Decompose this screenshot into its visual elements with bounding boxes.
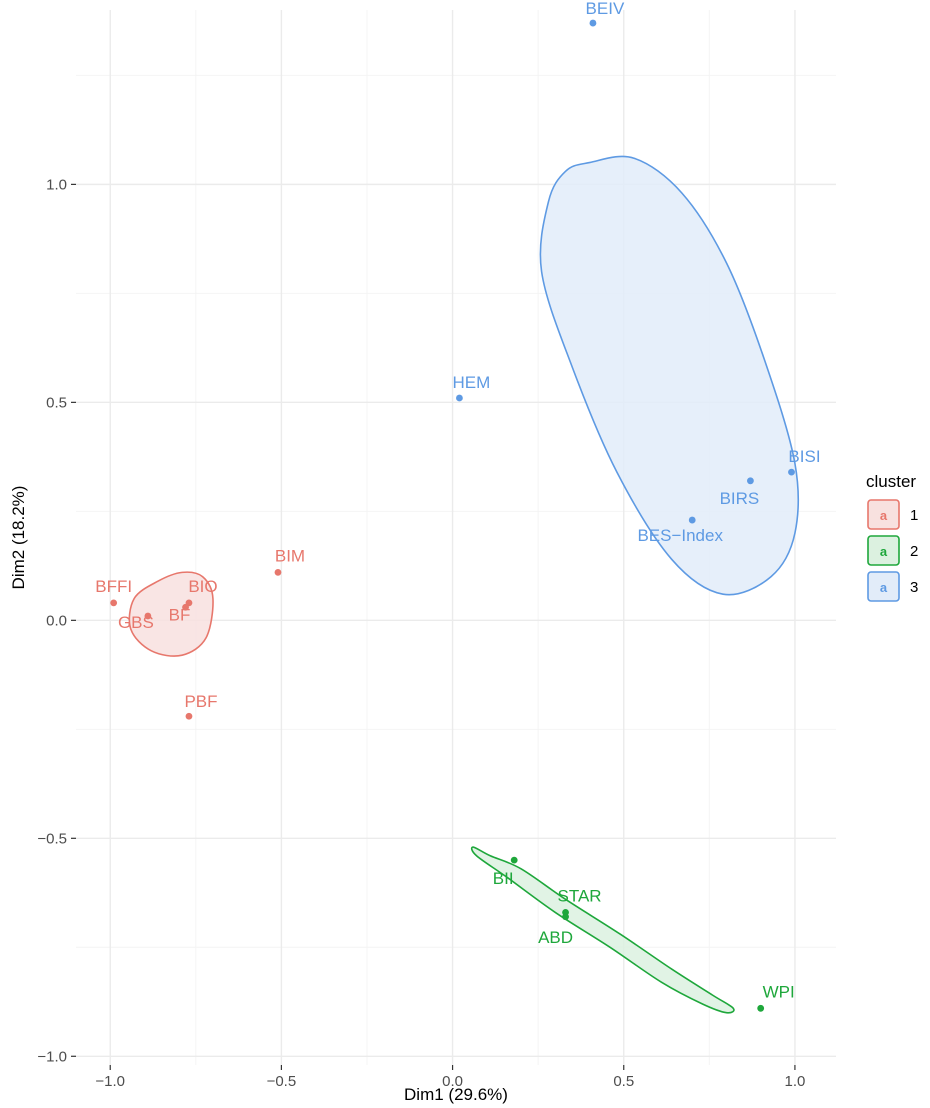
point-birs	[747, 477, 754, 485]
x-tick-label: 0.0	[442, 1073, 463, 1090]
legend-title: cluster	[866, 472, 916, 491]
y-tick-label: 0.5	[46, 394, 67, 411]
point-labels: BFFI BIO BF GBS BIM PBF BII STAR ABD WPI BEIV HEM BI…	[95, 0, 820, 1001]
x-tick-label: −0.5	[267, 1073, 297, 1090]
x-tick-label: 0.5	[613, 1073, 634, 1090]
legend-key-3: a	[867, 571, 900, 602]
grid-lines	[76, 10, 836, 1065]
point-label: BF	[169, 605, 191, 624]
y-tick-label: −0.5	[37, 830, 67, 847]
point-label: BISI	[788, 447, 820, 466]
point-bf	[182, 603, 189, 611]
point-label: ABD	[538, 928, 573, 947]
legend-key-2: a	[867, 535, 900, 566]
point-label: HEM	[453, 373, 491, 392]
point-bes-index	[688, 516, 696, 524]
cluster-2-ellipse	[470, 846, 735, 1014]
axes: −1.0 −0.5 0.0 0.5 1.0 −1.0 −0.5 0.0 0.5 1.0	[37, 176, 805, 1090]
legend-label: 1	[910, 507, 918, 524]
y-tick-label: 1.0	[46, 176, 67, 193]
x-tick-label: 1.0	[784, 1073, 805, 1090]
legend-key-box	[867, 499, 900, 530]
cluster-1-ellipse	[128, 571, 214, 657]
point-label: BIO	[188, 577, 217, 596]
cluster-3-ellipse	[539, 155, 800, 596]
point-label: BIRS	[720, 489, 760, 508]
legend-key-box	[867, 535, 900, 566]
point-bffi	[110, 599, 118, 607]
point-label: GBS	[118, 613, 154, 632]
legend-key-glyph: a	[880, 544, 888, 559]
point-wpi	[757, 1004, 765, 1012]
point-bisi	[788, 468, 795, 476]
point-beiv	[589, 19, 597, 27]
legend-key-glyph: a	[880, 580, 888, 595]
y-tick-label: 0.0	[46, 612, 67, 629]
point-label: BFFI	[95, 577, 132, 596]
legend: cluster a 1 a 2 a 3	[866, 472, 918, 602]
point-bim	[274, 568, 282, 576]
y-tick-label: −1.0	[37, 1048, 67, 1065]
point-bii	[510, 856, 518, 864]
point-pbf	[185, 712, 193, 720]
x-axis-title: Dim1 (29.6%)	[404, 1085, 508, 1104]
legend-key-glyph: a	[880, 508, 888, 523]
point-label: PBF	[184, 692, 217, 711]
point-label: BII	[493, 869, 514, 888]
point-label: STAR	[558, 886, 602, 905]
point-label: BEIV	[586, 0, 625, 18]
legend-key-1: a	[867, 499, 900, 530]
cluster-ellipses	[128, 155, 800, 1014]
point-label: BES−Index	[637, 526, 723, 545]
legend-label: 3	[910, 579, 918, 596]
legend-key-box	[867, 571, 900, 602]
data-points	[110, 19, 795, 1012]
point-hem	[456, 394, 463, 402]
point-abd	[562, 913, 569, 921]
point-label: BIM	[275, 546, 305, 565]
legend-label: 2	[910, 543, 918, 560]
point-gbs	[144, 612, 152, 620]
point-label: WPI	[763, 982, 795, 1001]
x-tick-label: −1.0	[95, 1073, 125, 1090]
y-axis-title: Dim2 (18.2%)	[9, 486, 28, 590]
